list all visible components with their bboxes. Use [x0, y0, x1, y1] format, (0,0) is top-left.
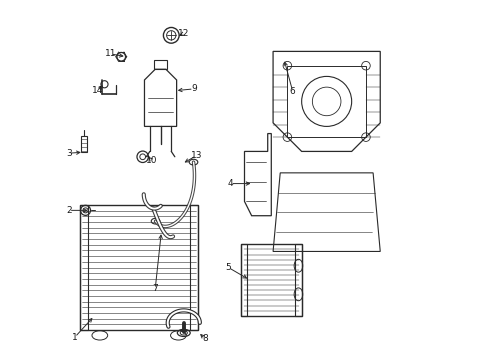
- Bar: [287, 66, 365, 137]
- Text: 1: 1: [72, 333, 78, 342]
- Bar: [81, 136, 86, 152]
- Text: 3: 3: [66, 149, 71, 158]
- Text: 2: 2: [66, 206, 71, 215]
- Bar: [241, 244, 247, 316]
- Text: 8: 8: [202, 334, 208, 343]
- Bar: [154, 60, 166, 69]
- Text: 6: 6: [289, 87, 295, 96]
- Bar: [241, 244, 301, 316]
- Text: 4: 4: [227, 179, 233, 188]
- Bar: [80, 205, 88, 330]
- Text: 14: 14: [91, 86, 103, 95]
- Bar: [295, 244, 301, 316]
- Text: 12: 12: [178, 29, 189, 38]
- Bar: [190, 205, 198, 330]
- Text: 5: 5: [225, 263, 231, 272]
- Text: 7: 7: [152, 284, 158, 293]
- Bar: [80, 205, 198, 330]
- Text: 13: 13: [190, 151, 202, 160]
- Text: 10: 10: [145, 156, 157, 165]
- Text: 9: 9: [190, 84, 196, 93]
- Text: 11: 11: [104, 49, 116, 58]
